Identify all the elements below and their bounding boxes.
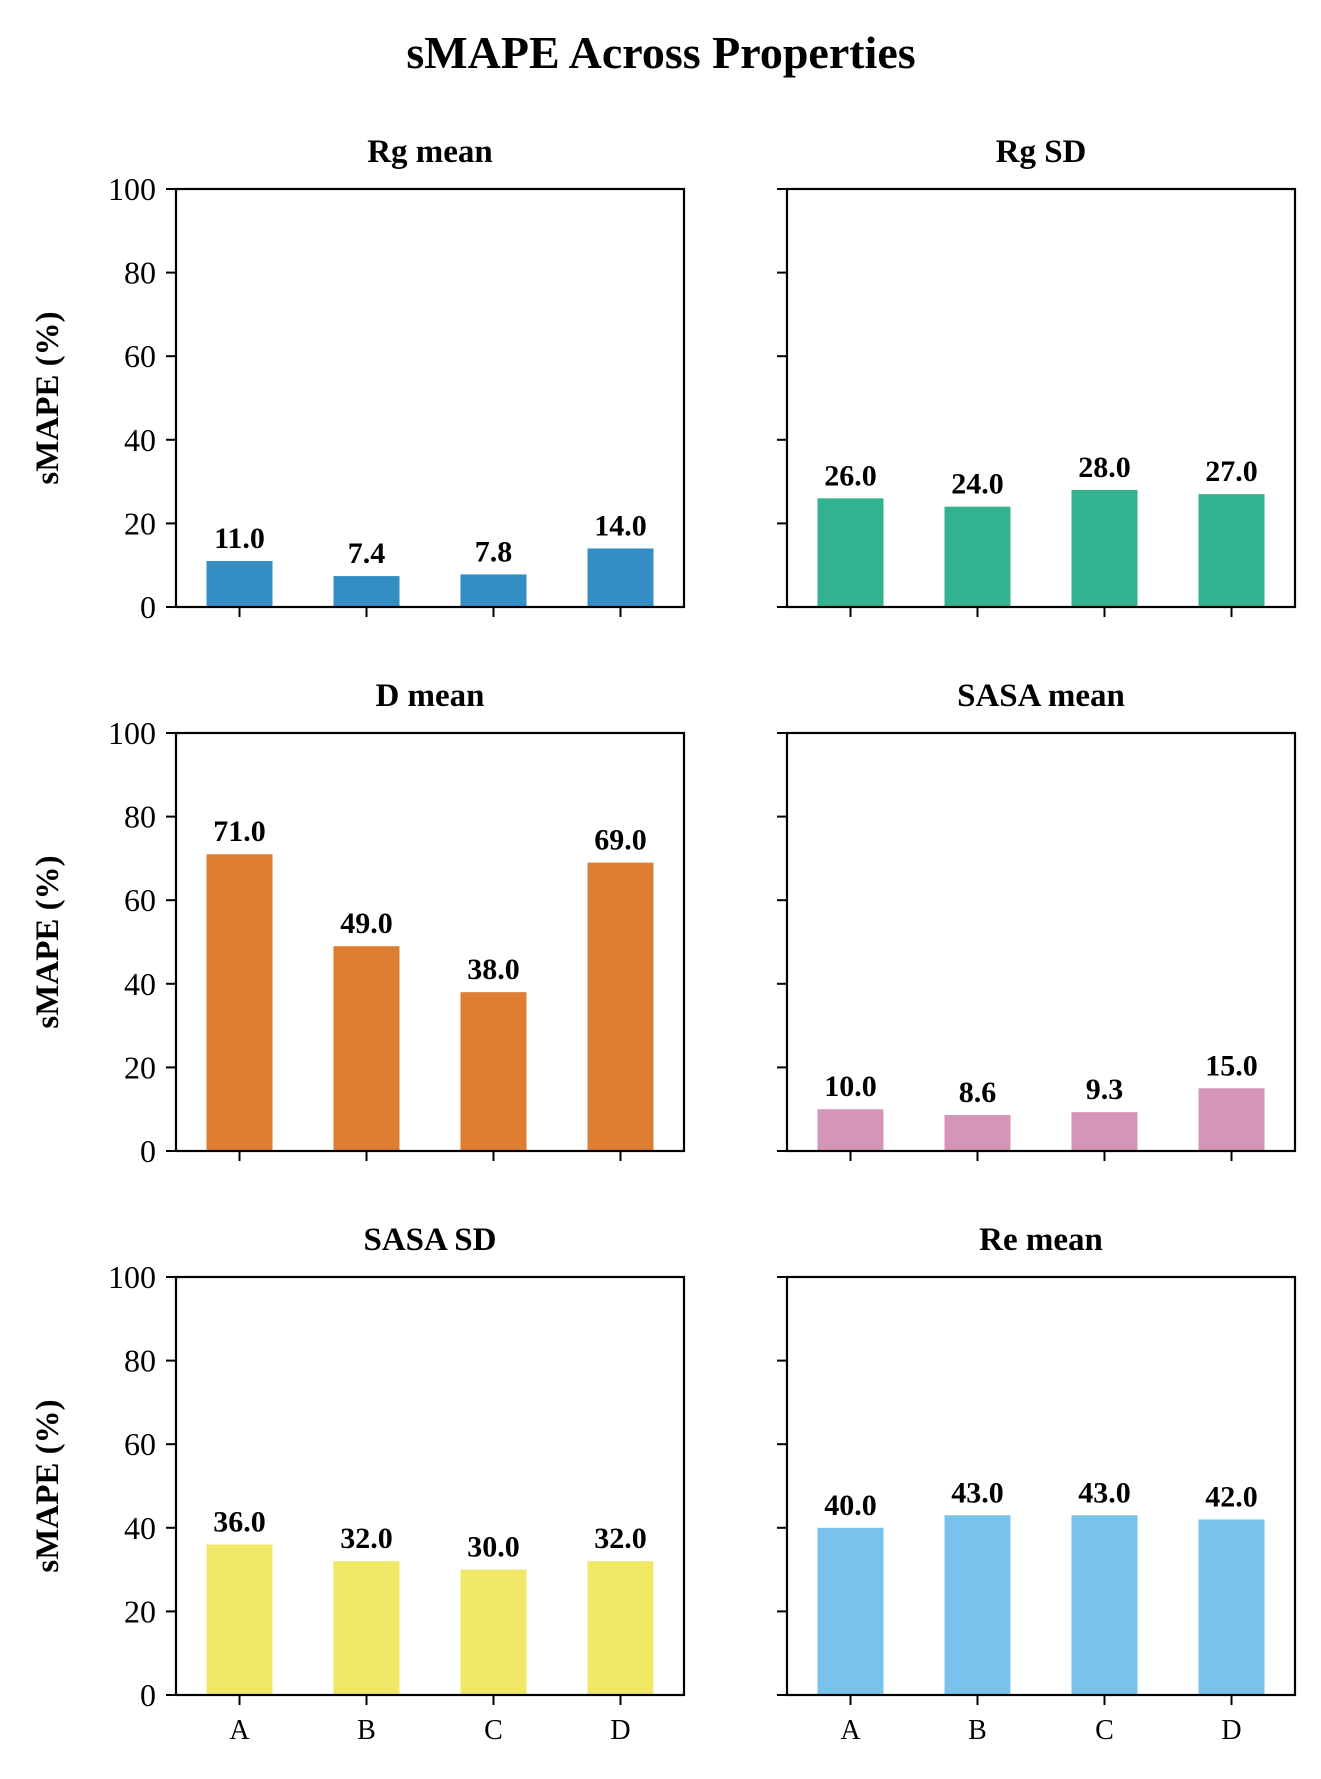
plot-frame: [174, 1275, 686, 1697]
bar-value-label: 9.3: [1086, 1073, 1124, 1106]
bar-value-label: 71.0: [213, 815, 266, 848]
y-tick-label: 60: [124, 882, 156, 918]
bar: [817, 498, 884, 607]
bar: [206, 1544, 273, 1695]
subplot-4: SASA mean 10.0 8.6 9.3 15.0: [777, 678, 1297, 1161]
bar: [460, 992, 527, 1151]
bar-value-label: 24.0: [951, 468, 1004, 501]
bar-value-label: 27.0: [1205, 455, 1258, 488]
bar: [1198, 494, 1265, 607]
bar: [206, 561, 273, 607]
y-tick-label: 80: [124, 799, 156, 835]
plot-frame: [174, 731, 686, 1153]
bar: [1071, 1515, 1138, 1695]
bar-value-label: 7.4: [348, 537, 386, 570]
subplot-5: SASA SD 36.0 A 32.0 B 30.0 C 32.0 D 0 20 40 60 80 100 s…: [30, 1222, 686, 1746]
x-tick-label: C: [1095, 1715, 1114, 1746]
y-tick-label: 100: [108, 171, 156, 207]
bar: [206, 854, 273, 1151]
bar-value-label: 10.0: [824, 1070, 877, 1103]
x-tick-label: B: [968, 1715, 987, 1746]
plot-frame: [174, 187, 686, 609]
bar: [333, 1561, 400, 1695]
plot-frame: [785, 731, 1297, 1153]
bar-value-label: 14.0: [594, 509, 647, 542]
y-tick-label: 0: [140, 1677, 156, 1713]
bar-value-label: 26.0: [824, 459, 877, 492]
bar-value-label: 43.0: [951, 1476, 1004, 1509]
bar: [587, 862, 654, 1151]
bar: [944, 1515, 1011, 1695]
x-tick-label: B: [357, 1715, 376, 1746]
x-tick-label: A: [229, 1715, 250, 1746]
bar-value-label: 32.0: [340, 1522, 393, 1555]
bar-value-label: 36.0: [213, 1506, 266, 1539]
bar-value-label: 32.0: [594, 1522, 647, 1555]
bar: [944, 1115, 1011, 1151]
y-axis-label: sMAPE (%): [30, 855, 66, 1028]
bar-value-label: 42.0: [1205, 1480, 1258, 1513]
bar: [587, 1561, 654, 1695]
y-tick-label: 60: [124, 1426, 156, 1462]
subplot-title: Re mean: [979, 1222, 1103, 1258]
x-tick-label: D: [610, 1715, 630, 1746]
y-tick-label: 0: [140, 589, 156, 625]
bar-value-label: 7.8: [475, 535, 513, 568]
y-tick-label: 20: [124, 505, 156, 541]
bar-value-label: 38.0: [467, 953, 520, 986]
bar: [817, 1109, 884, 1151]
y-tick-label: 80: [124, 255, 156, 291]
bar-value-label: 11.0: [214, 522, 265, 555]
bar: [333, 576, 400, 607]
subplot-title: SASA SD: [364, 1222, 497, 1258]
y-tick-label: 40: [124, 422, 156, 458]
bar: [944, 506, 1011, 607]
subplot-title: Rg SD: [996, 134, 1087, 170]
y-tick-label: 100: [108, 715, 156, 751]
bar: [333, 946, 400, 1151]
bar: [817, 1527, 884, 1695]
bar: [1198, 1519, 1265, 1695]
bar: [1071, 1112, 1138, 1151]
y-tick-label: 40: [124, 1510, 156, 1546]
plot-frame: [785, 1275, 1297, 1697]
figure-title: sMAPE Across Properties: [406, 27, 915, 78]
bar-value-label: 69.0: [594, 824, 647, 857]
subplot-2: Rg SD 26.0 24.0 28.0 27.0: [777, 134, 1297, 617]
bar-value-label: 49.0: [340, 907, 393, 940]
subplot-6: Re mean 40.0 A 43.0 B 43.0 C 42.0 D: [777, 1222, 1297, 1746]
x-tick-label: D: [1221, 1715, 1241, 1746]
bar-value-label: 30.0: [467, 1531, 520, 1564]
bar: [1071, 489, 1138, 607]
y-tick-label: 40: [124, 966, 156, 1002]
bar-value-label: 28.0: [1078, 451, 1131, 484]
x-tick-label: C: [484, 1715, 503, 1746]
y-tick-label: 20: [124, 1593, 156, 1629]
y-tick-label: 100: [108, 1259, 156, 1295]
y-axis-label: sMAPE (%): [30, 311, 66, 484]
bar: [1198, 1088, 1265, 1151]
x-tick-label: A: [840, 1715, 861, 1746]
bar: [587, 548, 654, 607]
subplot-title: Rg mean: [367, 134, 493, 170]
bar-value-label: 8.6: [959, 1076, 997, 1109]
subplot-3: D mean 71.0 49.0 38.0 69.0 0 20 40 60 80 100 sMAPE …: [30, 678, 686, 1169]
subplot-1: Rg mean 11.0 7.4 7.8 14.0 0 20 40 60 80 100 sMAPE (…: [30, 134, 686, 625]
subplot-title: D mean: [375, 678, 484, 714]
bar: [460, 1569, 527, 1695]
y-tick-label: 60: [124, 338, 156, 374]
bar-value-label: 40.0: [824, 1489, 877, 1522]
plot-frame: [785, 187, 1297, 609]
bar: [460, 574, 527, 607]
y-tick-label: 80: [124, 1343, 156, 1379]
chart-panels: Rg mean 11.0 7.4 7.8 14.0 0 20 40 60 80 100 sMAPE (…: [30, 134, 1297, 1746]
y-axis-label: sMAPE (%): [30, 1399, 66, 1572]
y-tick-label: 20: [124, 1049, 156, 1085]
bar-value-label: 15.0: [1205, 1049, 1258, 1082]
subplot-title: SASA mean: [957, 678, 1125, 714]
y-tick-label: 0: [140, 1133, 156, 1169]
bar-value-label: 43.0: [1078, 1476, 1131, 1509]
